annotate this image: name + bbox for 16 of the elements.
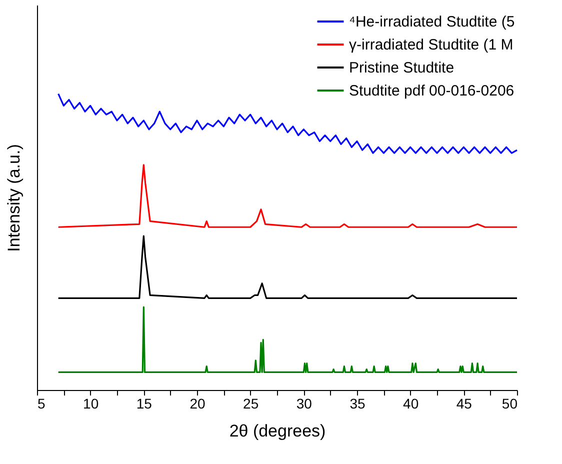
y-axis-title: Intensity (a.u.) [4, 144, 24, 252]
x-axis-title: 2θ (degrees) [229, 422, 326, 440]
x-tick-label: 35 [350, 396, 366, 412]
legend-label: ⁴He-irradiated Studtite (5 [349, 14, 515, 30]
legend-label: Studtite pdf 00-016-0206 [349, 82, 514, 100]
x-tick-label: 50 [502, 396, 518, 412]
x-tick-label: 20 [190, 396, 206, 412]
x-tick-label: 40 [403, 396, 419, 412]
x-tick-label: 30 [296, 396, 312, 412]
x-tick-label: 5 [38, 396, 46, 412]
legend-label: γ-irradiated Studtite (1 M [349, 36, 514, 54]
x-tick-label: 15 [136, 396, 152, 412]
x-tick-label: 25 [243, 396, 259, 412]
x-tick-label: 45 [456, 396, 472, 412]
legend-label: Pristine Studtite [349, 60, 454, 76]
x-tick-label: 10 [83, 396, 99, 412]
